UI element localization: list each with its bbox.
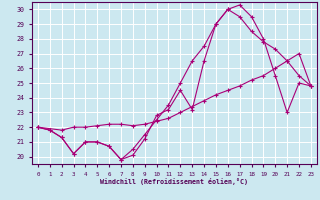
- X-axis label: Windchill (Refroidissement éolien,°C): Windchill (Refroidissement éolien,°C): [100, 178, 248, 185]
